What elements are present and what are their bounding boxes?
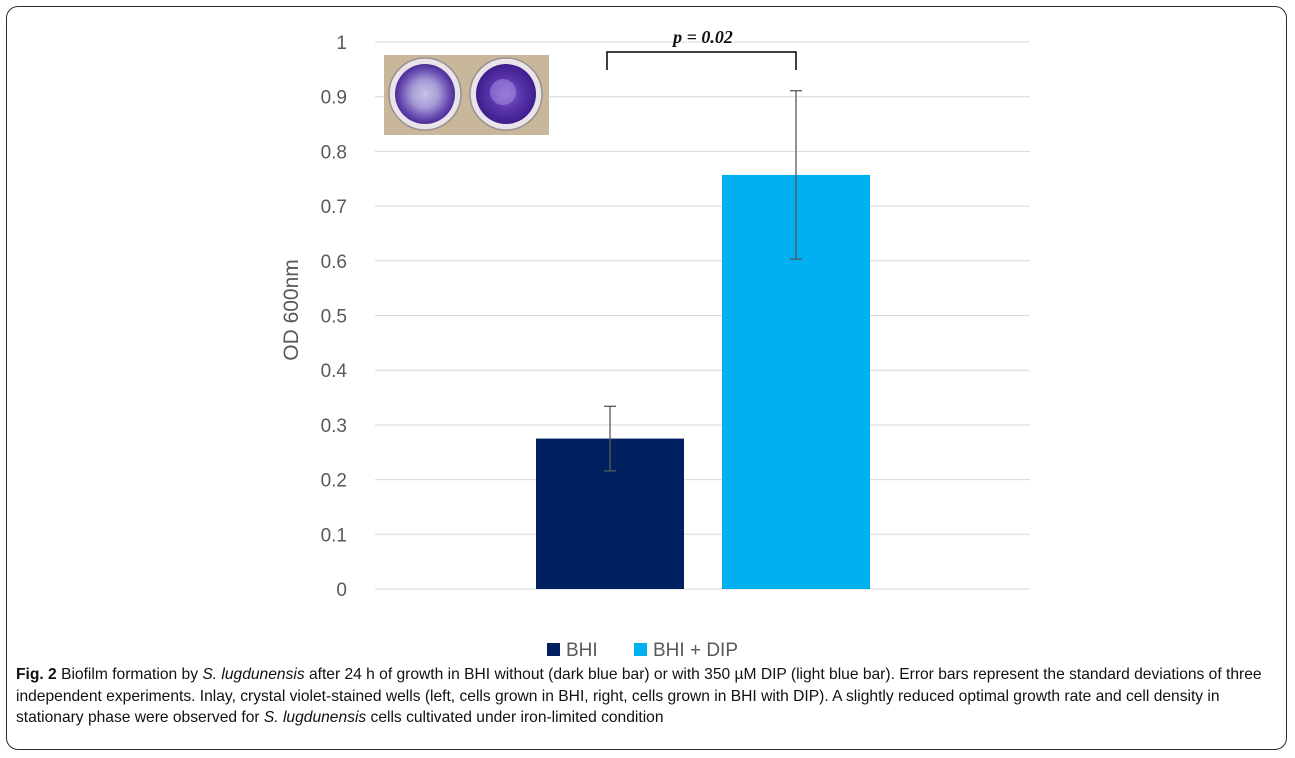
caption-species-1: S. lugdunensis (202, 666, 305, 683)
caption-label: Fig. 2 (16, 666, 57, 683)
y-tick-label: 0.7 (321, 197, 347, 218)
y-tick-label: 0.9 (321, 88, 347, 109)
error-bar (604, 405, 616, 472)
error-bar (790, 90, 802, 260)
caption-text-2: after 24 h of growth in BHI without (dar… (16, 666, 1262, 726)
figure-frame (6, 6, 1287, 750)
well-left (395, 64, 455, 124)
well-right-speckle (490, 79, 516, 105)
legend-swatch (547, 643, 560, 656)
y-axis-label: OD 600nm (280, 259, 303, 361)
y-tick-label: 0.4 (321, 361, 348, 382)
inlay-photo (384, 55, 549, 135)
legend-label: BHI (566, 640, 598, 660)
caption-species-2: S. lugdunensis (263, 709, 367, 726)
y-tick-label: 0 (336, 580, 347, 601)
p-value-annotation: p = 0.02 (671, 27, 733, 47)
figure-caption: Fig. 2 Biofilm formation by S. lugdunens… (16, 664, 1278, 729)
significance-bracket: p = 0.02 (606, 27, 797, 70)
caption-text-1: Biofilm formation by (56, 666, 203, 683)
y-tick-label: 0.2 (321, 471, 347, 492)
y-tick-label: 0.1 (321, 525, 347, 546)
legend-label: BHI + DIP (653, 640, 738, 660)
bars (536, 174, 870, 589)
y-tick-label: 0.5 (321, 307, 347, 328)
bar-chart: 0 0.1 0.2 0.3 0.4 0.5 0.6 0.7 0.8 0.9 1 OD 600nm p… (280, 27, 1030, 660)
error-bars (604, 90, 802, 472)
caption-text-3: cells cultivated under iron-limited cond… (366, 709, 664, 726)
legend-swatch (634, 643, 647, 656)
y-tick-labels: 0 0.1 0.2 0.3 0.4 0.5 0.6 0.7 0.8 0.9 1 (321, 33, 348, 601)
y-tick-label: 0.3 (321, 416, 347, 437)
bracket-line (606, 51, 797, 70)
y-tick-label: 0.8 (321, 142, 347, 163)
legend: BHI BHI + DIP (547, 640, 738, 660)
y-tick-label: 0.6 (321, 252, 347, 273)
y-tick-label: 1 (336, 33, 347, 54)
